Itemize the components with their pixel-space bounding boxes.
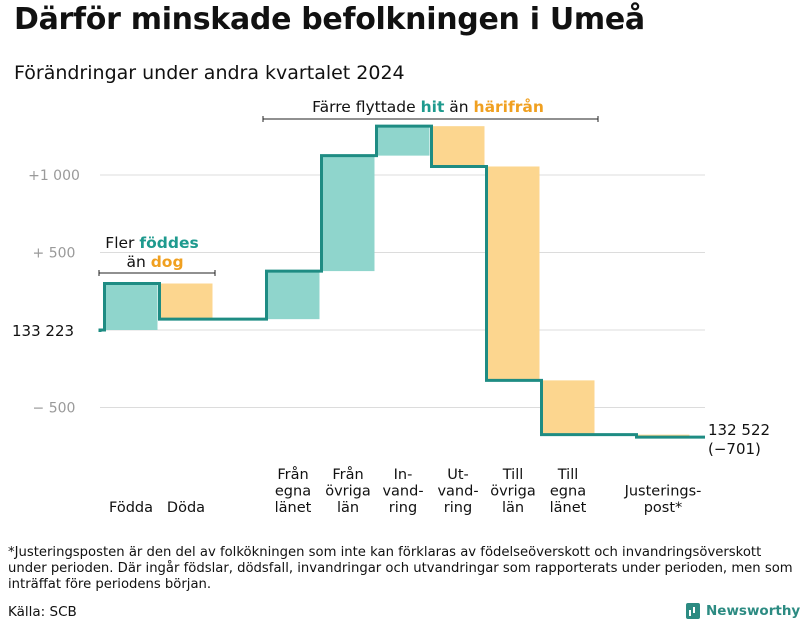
- annotation-farre-flyttade: Färre flyttade hit än härifrån: [312, 97, 544, 116]
- category-label: Från övriga län: [325, 466, 371, 516]
- category-label: Från egna länet: [275, 466, 312, 516]
- waterfall-bar: [541, 380, 595, 435]
- category-label: Döda: [167, 500, 205, 516]
- waterfall-bar: [486, 166, 540, 381]
- category-label: Till övriga län: [490, 467, 536, 516]
- category-label: Justerings-post*: [624, 484, 702, 517]
- logo-text: Newsworthy: [706, 603, 800, 619]
- waterfall-bar: [321, 155, 375, 272]
- waterfall-bar: [266, 271, 320, 320]
- start-value-label: 133 223: [12, 322, 74, 340]
- waterfall-bar: [376, 126, 430, 156]
- y-tick-label: + 500: [33, 246, 76, 262]
- category-label: Till egna länet: [550, 467, 587, 516]
- annotation-an-dog: än dog: [126, 253, 183, 271]
- end-value-label: 132 522: [708, 421, 770, 439]
- chart-title: Därför minskade befolkningen i Umeå: [14, 2, 645, 37]
- category-label: Födda: [109, 500, 153, 516]
- y-tick-label: − 500: [33, 401, 76, 417]
- source-label: Källa: SCB: [8, 604, 77, 620]
- waterfall-bar: [104, 283, 158, 330]
- waterfall-bar: [431, 126, 485, 167]
- footnote: *Justeringsposten är den del av folkökni…: [8, 545, 793, 592]
- y-tick-label: +1 000: [28, 168, 80, 184]
- end-change-label: (−701): [708, 440, 761, 458]
- waterfall-bar: [159, 283, 213, 320]
- chart-subtitle: Förändringar under andra kvartalet 2024: [14, 62, 405, 84]
- waterfall-chart: +1 000 + 500 − 500 133 223 132 522(−701) Född…: [12, 97, 770, 517]
- category-label: Ut-vand-ring: [437, 467, 478, 516]
- bar-chart-icon: [686, 603, 700, 619]
- annotation-fler-foddes: Fler föddes: [105, 234, 198, 252]
- step-line: [98, 124, 705, 439]
- category-label: In-vand-ring: [382, 467, 423, 516]
- newsworthy-logo: Newsworthy: [686, 603, 800, 619]
